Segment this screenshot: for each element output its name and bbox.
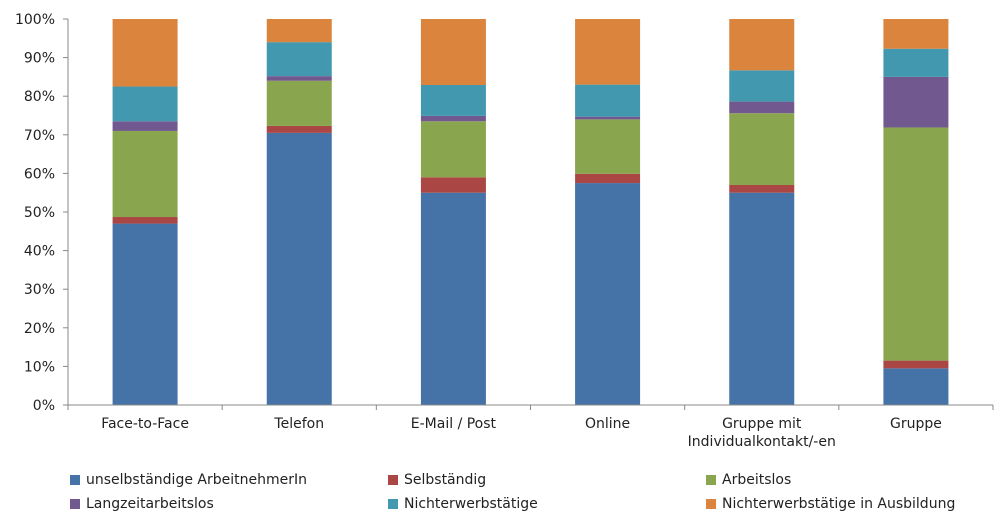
- bar-segment: [266, 132, 332, 405]
- legend-swatch: [70, 475, 80, 485]
- bar-segment: [883, 76, 949, 128]
- bar-segment: [729, 113, 795, 185]
- x-tick-label: Gruppe: [890, 416, 942, 432]
- bar-segment: [729, 70, 795, 102]
- bar-segment: [266, 42, 332, 77]
- x-tick-label: Online: [585, 416, 630, 432]
- y-tick-label: 80%: [24, 89, 55, 105]
- bar-segment: [112, 223, 178, 405]
- legend-label: Arbeitslos: [722, 472, 792, 488]
- bar-segment: [575, 19, 641, 85]
- legend-item: unselbständige ArbeitnehmerIn: [70, 470, 388, 490]
- y-tick-label: 60%: [24, 166, 55, 182]
- y-tick-label: 50%: [24, 205, 55, 221]
- bar-segment: [420, 192, 486, 405]
- bar-segment: [883, 360, 949, 369]
- x-tick-label: Face-to-Face: [101, 416, 189, 432]
- y-tick-label: 70%: [24, 128, 55, 144]
- bar-segment: [575, 84, 641, 117]
- y-tick-label: 20%: [24, 321, 55, 337]
- y-tick-label: 90%: [24, 51, 55, 67]
- x-tick-label: E-Mail / Post: [411, 416, 497, 432]
- bar-segment: [266, 19, 332, 43]
- legend-item: Nichterwerbstätige: [388, 494, 706, 514]
- bar-segment: [266, 125, 332, 133]
- legend-swatch: [706, 499, 716, 509]
- legend-label: Nichterwerbstätige in Ausbildung: [722, 496, 956, 512]
- legend-swatch: [70, 499, 80, 509]
- legend-label: unselbständige ArbeitnehmerIn: [86, 472, 307, 488]
- bar-segment: [883, 127, 949, 361]
- bar-segment: [729, 184, 795, 193]
- legend-item: Langzeitarbeitslos: [70, 494, 388, 514]
- x-tick-label: Individualkontakt/-en: [688, 434, 836, 450]
- legend-label: Selbständig: [404, 472, 487, 488]
- legend-swatch: [706, 475, 716, 485]
- bar-segment: [575, 173, 641, 184]
- bar-segment: [112, 121, 178, 131]
- legend-item: Arbeitslos: [706, 470, 1004, 490]
- bar-segment: [729, 101, 795, 114]
- y-tick-label: 100%: [15, 12, 55, 28]
- legend-swatch: [388, 499, 398, 509]
- bar-segment: [883, 48, 949, 77]
- bar-segment: [420, 121, 486, 178]
- legend: unselbständige ArbeitnehmerIn Selbständig…: [70, 470, 990, 514]
- legend-swatch: [388, 475, 398, 485]
- bar-segment: [112, 130, 178, 218]
- y-tick-label: 0%: [33, 398, 55, 414]
- x-tick-label: Telefon: [273, 416, 324, 432]
- legend-label: Langzeitarbeitslos: [86, 496, 214, 512]
- bar-segment: [729, 192, 795, 405]
- bar-segment: [112, 86, 178, 122]
- bar-segment: [112, 217, 178, 224]
- legend-item: Selbständig: [388, 470, 706, 490]
- legend-label: Nichterwerbstätige: [404, 496, 538, 512]
- y-tick-label: 40%: [24, 244, 55, 260]
- x-tick-label: Gruppe mit: [722, 416, 802, 432]
- bar-segment: [575, 116, 641, 120]
- bar-segment: [420, 115, 486, 122]
- bar-segment: [420, 19, 486, 86]
- stacked-bar-chart: 0% 10% 20% 30% 40% 50% 60% 70% 80% 90% 100% Face-to…: [15, 12, 994, 450]
- bar-segment: [729, 19, 795, 71]
- bar-segment: [266, 80, 332, 126]
- bar-segment: [883, 19, 949, 49]
- bar-segment: [575, 119, 641, 174]
- bar-segment: [420, 177, 486, 193]
- bar-segment: [883, 368, 949, 405]
- y-tick-label: 10%: [24, 359, 55, 375]
- y-tick-label: 30%: [24, 282, 55, 298]
- legend-item: Nichterwerbstätige in Ausbildung: [706, 494, 1004, 514]
- bar-segment: [112, 19, 178, 87]
- bar-segment: [266, 76, 332, 81]
- bar-segment: [575, 183, 641, 405]
- bar-segment: [420, 85, 486, 116]
